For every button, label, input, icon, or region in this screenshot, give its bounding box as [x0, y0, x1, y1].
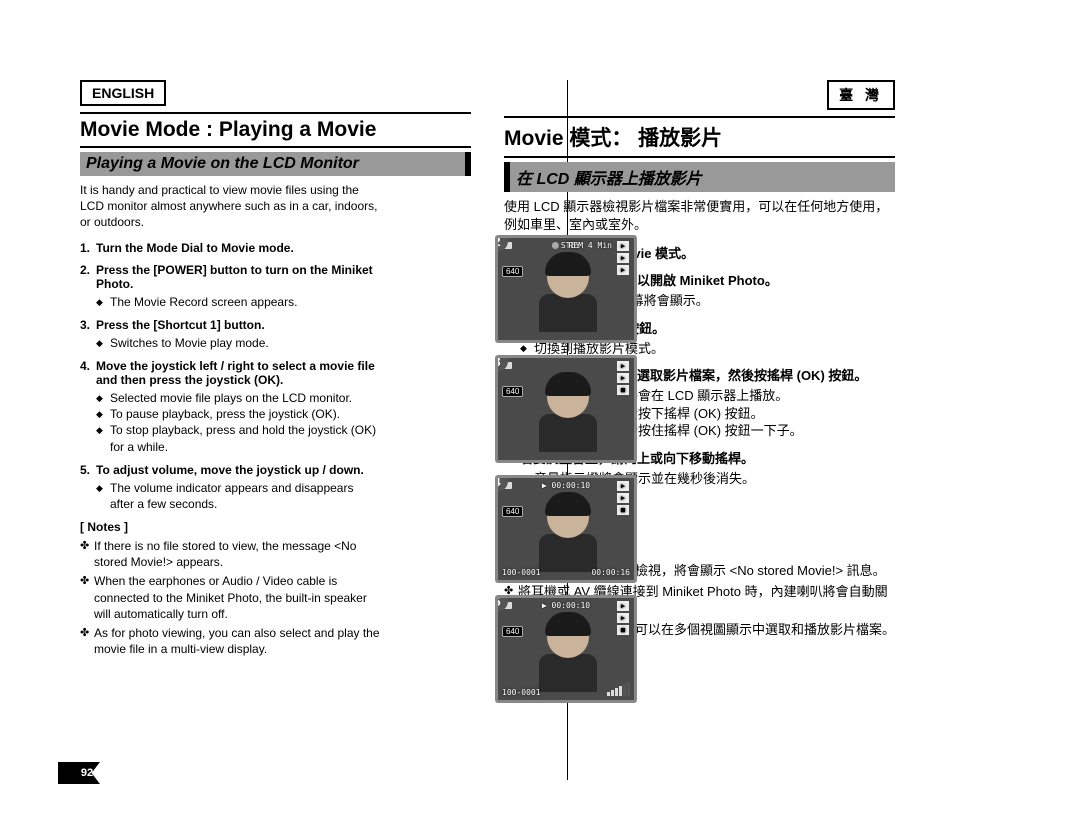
- list-item: 1.Turn the Mode Dial to Movie mode.: [80, 241, 380, 255]
- resolution-badge: 640: [502, 506, 523, 517]
- resolution-badge: 640: [502, 626, 523, 637]
- list-item: When the earphones or Audio / Video cabl…: [80, 573, 380, 622]
- volume-bar: [607, 682, 630, 696]
- step-list-en: 1.Turn the Mode Dial to Movie mode. 2.Pr…: [80, 241, 380, 513]
- resolution-badge: 640: [502, 266, 523, 277]
- list-item: 3.Press the [Shortcut 1] button. Switche…: [80, 318, 380, 351]
- section-subtitle-en: Playing a Movie on the LCD Monitor: [80, 152, 471, 176]
- osd-timecode: ▶ 00:00:10: [542, 481, 590, 490]
- notes-list-en: If there is no file stored to view, the …: [80, 538, 380, 657]
- list-item: 4.Move the joystick left / right to sele…: [80, 359, 380, 455]
- intro-text-zh: 使用 LCD 顯示器檢視影片檔案非常便實用，可以在任何地方使用，例如車里、室內或…: [504, 198, 895, 233]
- photo-subject: [533, 496, 603, 576]
- list-item: To pause playback, press the joystick (O…: [96, 406, 380, 422]
- list-item: 5.To adjust volume, move the joystick up…: [80, 463, 380, 512]
- intro-text-en: It is handy and practical to view movie …: [80, 182, 380, 231]
- list-item: The volume indicator appears and disappe…: [96, 480, 380, 512]
- osd-file-number: 100-0001: [502, 568, 541, 577]
- manual-page: ENGLISH Movie Mode : Playing a Movie Pla…: [80, 80, 1000, 780]
- side-icons: ▶▶■: [617, 481, 631, 517]
- lcd-screenshot: 5 ▶ 00:00:10 640 100-0001 ▶▶■: [495, 595, 637, 703]
- side-icons: ▶▶■: [617, 601, 631, 637]
- left-column: ENGLISH Movie Mode : Playing a Movie Pla…: [80, 80, 487, 780]
- list-item: As for photo viewing, you can also selec…: [80, 625, 380, 657]
- list-item: 2.Press the [POWER] button to turn on th…: [80, 263, 380, 310]
- photo-subject: [533, 376, 603, 456]
- language-label-zh: 臺 灣: [827, 80, 895, 110]
- photo-subject: [533, 256, 603, 336]
- section-title-en: Movie Mode : Playing a Movie: [80, 112, 471, 148]
- language-label-en: ENGLISH: [80, 80, 166, 106]
- list-item: Switches to Movie play mode.: [96, 335, 380, 351]
- side-icons: ▶▶■: [617, 361, 631, 397]
- resolution-badge: 640: [502, 386, 523, 397]
- section-subtitle-zh: 在 LCD 顯示器上播放影片: [504, 162, 895, 192]
- osd-timecode: ▶ 00:00:10: [542, 601, 590, 610]
- side-icons: ▶▶▶: [617, 241, 631, 277]
- osd-remaining: REM 4 Min: [569, 241, 612, 250]
- list-item: Selected movie file plays on the LCD mon…: [96, 390, 380, 406]
- page-number-badge: 92: [58, 762, 100, 784]
- photo-subject: [533, 616, 603, 696]
- screenshot-column: 2 STBY REM 4 Min 640 ▶▶▶ 3 640 ▶▶■ 4 ▶ 0…: [495, 235, 645, 715]
- lcd-screenshot: 2 STBY REM 4 Min 640 ▶▶▶: [495, 235, 637, 343]
- osd-duration: 00:00:16: [591, 568, 630, 577]
- osd-file-number: 100-0001: [502, 688, 541, 697]
- list-item: To stop playback, press and hold the joy…: [96, 422, 380, 454]
- lcd-screenshot: 3 640 ▶▶■: [495, 355, 637, 463]
- notes-heading-en: [ Notes ]: [80, 520, 380, 534]
- list-item: If there is no file stored to view, the …: [80, 538, 380, 570]
- section-title-zh: Movie 模式： 播放影片: [504, 116, 895, 158]
- list-item: The Movie Record screen appears.: [96, 294, 380, 310]
- lcd-screenshot: 4 ▶ 00:00:10 640 100-0001 00:00:16 ▶▶■: [495, 475, 637, 583]
